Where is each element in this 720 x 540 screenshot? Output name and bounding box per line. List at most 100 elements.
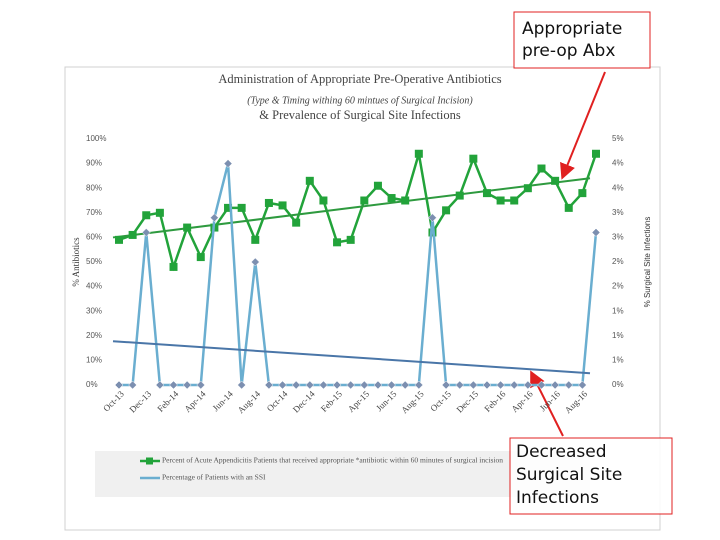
- chart-subtitle: & Prevalence of Surgical Site Infections: [259, 108, 461, 122]
- data-point: [359, 380, 369, 390]
- y2-tick-label: 1%: [612, 331, 624, 340]
- y2-tick-label: 1%: [612, 356, 624, 365]
- data-point: [169, 262, 178, 271]
- y2-tick-label: 1%: [612, 306, 624, 315]
- data-point: [360, 196, 369, 205]
- data-point: [442, 206, 451, 215]
- y2-tick-label: 2%: [612, 257, 624, 266]
- y2-tick-label: 3%: [612, 233, 624, 242]
- data-point: [319, 380, 328, 390]
- legend-label: Percentage of Patients with an SSI: [162, 473, 266, 482]
- callout-text: Appropriate: [522, 19, 622, 39]
- callout-text: Surgical Site: [516, 465, 622, 485]
- data-point: [333, 238, 342, 247]
- data-point: [237, 203, 246, 212]
- data-point: [291, 380, 301, 390]
- data-point: [564, 203, 573, 212]
- data-point: [592, 149, 600, 158]
- trend-line: [112, 177, 591, 239]
- data-point: [373, 181, 382, 190]
- y-tick-label: 80%: [86, 183, 102, 192]
- data-point: [332, 380, 342, 390]
- data-point: [455, 191, 464, 200]
- data-point: [496, 196, 505, 205]
- data-point: [387, 194, 396, 203]
- data-point: [141, 228, 151, 237]
- data-point: [128, 380, 137, 390]
- data-point: [496, 380, 505, 390]
- data-point: [455, 380, 465, 390]
- data-point: [346, 235, 355, 244]
- y-tick-label: 50%: [86, 257, 102, 266]
- y-tick-label: 60%: [86, 233, 102, 242]
- data-point: [591, 228, 601, 237]
- data-point: [428, 213, 437, 223]
- legend-marker: [146, 457, 153, 465]
- y-axis-title: % Antibiotics: [71, 237, 81, 287]
- legend-label: Percent of Acute Appendicitis Patients t…: [162, 456, 503, 465]
- data-point: [182, 380, 192, 390]
- data-point: [510, 196, 519, 205]
- data-point: [114, 380, 124, 390]
- y-tick-label: 20%: [86, 331, 102, 340]
- data-point: [169, 380, 178, 390]
- y-tick-label: 30%: [86, 306, 102, 315]
- data-point: [564, 380, 574, 390]
- y2-tick-label: 0%: [612, 380, 624, 389]
- data-point: [264, 380, 274, 390]
- y-tick-label: 0%: [86, 380, 98, 389]
- data-point: [509, 380, 519, 390]
- y-tick-label: 90%: [86, 159, 102, 168]
- data-point: [155, 380, 165, 390]
- data-point: [183, 223, 192, 232]
- y2-tick-label: 2%: [612, 282, 624, 291]
- data-point: [482, 189, 491, 198]
- data-point: [468, 380, 478, 390]
- data-point: [523, 184, 532, 193]
- y2-tick-label: 3%: [612, 208, 624, 217]
- data-point: [305, 176, 314, 185]
- data-point: [278, 380, 287, 390]
- y-tick-label: 40%: [86, 282, 102, 291]
- data-point: [578, 380, 587, 390]
- data-point: [523, 380, 533, 390]
- data-point: [387, 380, 396, 390]
- callout-box: [509, 437, 673, 515]
- data-point: [251, 235, 260, 244]
- callout-text: Infections: [516, 488, 599, 508]
- data-point: [237, 380, 247, 390]
- data-point: [155, 208, 164, 217]
- data-point: [550, 380, 560, 390]
- data-point: [400, 380, 410, 390]
- data-point: [441, 380, 451, 390]
- data-point: [196, 380, 206, 390]
- y2-tick-label: 5%: [612, 134, 624, 143]
- trend-line: [112, 340, 591, 375]
- data-point: [469, 154, 478, 163]
- callout-text: Decreased: [516, 442, 607, 462]
- data-point: [373, 380, 383, 390]
- callout-box: [513, 11, 651, 69]
- data-point: [578, 189, 587, 198]
- data-point: [224, 203, 233, 212]
- data-point: [537, 164, 546, 173]
- chart-title: Administration of Appropriate Pre-Operat…: [218, 72, 501, 86]
- data-point: [142, 211, 151, 220]
- data-point: [210, 213, 219, 223]
- data-point: [537, 380, 546, 390]
- data-point: [292, 218, 301, 227]
- y-tick-label: 70%: [86, 208, 102, 217]
- callout-arrow: [560, 71, 606, 180]
- legend: [95, 451, 590, 497]
- data-point: [196, 253, 205, 262]
- y2-axis-title: % Surgical Site Infections: [643, 217, 652, 308]
- y2-tick-label: 4%: [612, 159, 624, 168]
- data-point: [128, 230, 137, 239]
- chart-subtitle: (Type & Timing withing 60 mintues of Sur…: [247, 95, 473, 106]
- data-point: [319, 196, 328, 205]
- data-point: [278, 201, 287, 210]
- data-point: [414, 380, 424, 390]
- callout-text: pre-op Abx: [522, 41, 615, 61]
